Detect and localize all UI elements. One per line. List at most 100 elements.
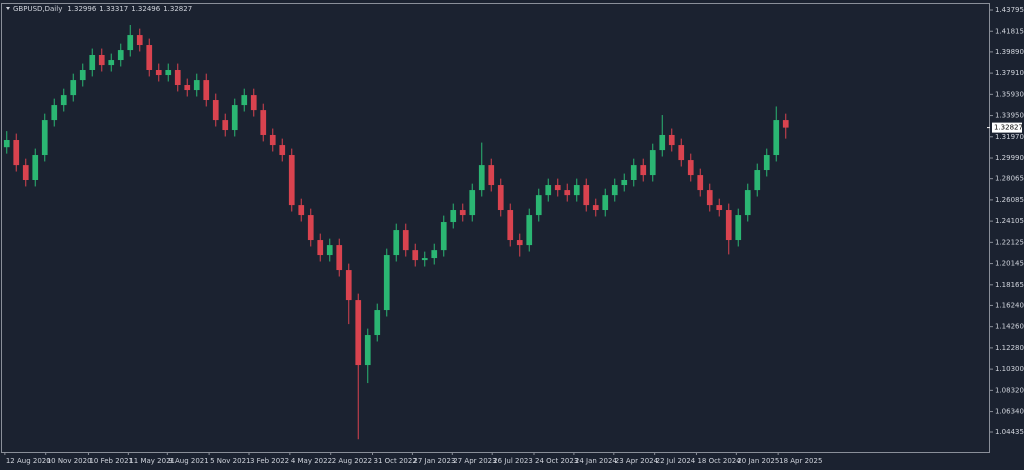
candle-body: [326, 245, 333, 256]
last-price-box: [992, 122, 1022, 133]
x-tick-label: 9 Aug 2021: [168, 457, 208, 465]
title-value: 1.32827: [163, 5, 192, 13]
candle-body: [573, 185, 580, 196]
candle-body: [127, 35, 134, 51]
y-tick-label: 1.14260: [995, 323, 1024, 331]
y-tick-label: 1.12280: [995, 344, 1024, 352]
candle-body: [336, 245, 343, 271]
candle-body: [744, 190, 751, 216]
x-tick-label: 12 Aug 2020: [6, 457, 51, 465]
candle-body: [89, 54, 96, 71]
candle-body: [374, 310, 381, 336]
y-tick-label: 1.29990: [995, 154, 1024, 162]
candle-body: [592, 205, 599, 211]
candle-body: [51, 105, 58, 121]
candle-body: [241, 95, 248, 106]
candle-body: [649, 150, 656, 176]
candle-body: [108, 60, 115, 66]
plot-frame: [1, 3, 990, 453]
candle-body: [212, 100, 219, 121]
x-tick-label: 10 Feb 2021: [89, 457, 133, 465]
x-tick-label: 27 Apr 2023: [453, 457, 496, 465]
candle-body: [602, 195, 609, 211]
candle-body: [469, 190, 476, 216]
x-tick-label: 31 Oct 2022: [374, 457, 417, 465]
y-tick-label: 1.43795: [995, 6, 1024, 14]
y-tick-label: 1.26085: [995, 196, 1024, 204]
candle-body: [60, 95, 67, 106]
candle-body: [402, 230, 409, 251]
y-tick-label: 1.33950: [995, 112, 1024, 120]
candle-body: [117, 50, 124, 61]
chart-title: GBPUSD,Daily: [13, 5, 62, 13]
x-tick-label: 24 Oct 2023: [535, 457, 578, 465]
candle-body: [611, 185, 618, 196]
candle-body: [440, 222, 447, 251]
candle-body: [222, 120, 229, 131]
candle-body: [754, 170, 761, 191]
candle-body: [22, 165, 29, 181]
candle-body: [307, 215, 314, 241]
candle-body: [564, 190, 571, 196]
x-tick-label: 4 May 2022: [291, 457, 332, 465]
x-tick-label: 24 Jan 2024: [575, 457, 618, 465]
candle-body: [136, 35, 143, 46]
candle-body: [554, 185, 561, 191]
y-tick-label: 1.41815: [995, 27, 1024, 35]
y-tick-label: 1.37910: [995, 69, 1024, 77]
candle-body: [526, 215, 533, 246]
candle-body: [355, 300, 362, 366]
candle-body: [687, 160, 694, 176]
candle-body: [70, 80, 77, 96]
candle-body: [450, 210, 457, 223]
candle-body: [41, 120, 48, 156]
candle-body: [678, 145, 685, 161]
candle-body: [184, 85, 191, 91]
candle-body: [516, 240, 523, 246]
candle-body: [79, 70, 86, 81]
candle-body: [488, 165, 495, 186]
y-tick-label: 1.04435: [995, 428, 1024, 436]
candle-body: [250, 95, 257, 111]
candle-body: [317, 240, 324, 256]
candle-body: [697, 175, 704, 191]
candle-body: [260, 110, 267, 135]
candle-body: [146, 45, 153, 71]
candle-body: [383, 255, 390, 311]
candle-body: [459, 210, 466, 216]
candle-body: [32, 155, 39, 181]
x-tick-label: 10 Nov 2020: [47, 457, 92, 465]
x-tick-label: 26 Jul 2023: [493, 457, 533, 465]
candle-body: [412, 250, 419, 261]
candle-body: [431, 250, 438, 259]
y-tick-label: 1.06340: [995, 408, 1024, 416]
candle-body: [621, 180, 628, 186]
candle-body: [507, 210, 514, 241]
candle-body: [3, 140, 10, 148]
candle-body: [583, 185, 590, 206]
candle-body: [478, 165, 485, 191]
y-tick-label: 1.24105: [995, 217, 1024, 225]
y-tick-label: 1.18165: [995, 281, 1024, 289]
y-tick-label: 1.39890: [995, 48, 1024, 56]
x-tick-label: 11 May 2021: [129, 457, 175, 465]
candle-body: [393, 230, 400, 256]
title-value: 1.33317: [99, 5, 128, 13]
candle-body: [155, 70, 162, 76]
candle-body: [298, 205, 305, 216]
candle-body: [364, 335, 371, 366]
candle-body: [165, 70, 172, 76]
candle-body: [668, 134, 675, 146]
candle-body: [13, 140, 20, 166]
candle-body: [421, 258, 428, 261]
candle-body: [203, 80, 210, 101]
y-tick-label: 1.35930: [995, 90, 1024, 98]
candle-body: [773, 120, 780, 156]
candle-body: [174, 70, 181, 86]
candle-body: [288, 155, 295, 206]
y-tick-label: 1.16240: [995, 301, 1024, 309]
title-value: 1.32996: [67, 5, 96, 13]
x-tick-label: 20 Jan 2025: [737, 457, 779, 465]
candle-body: [269, 134, 276, 146]
